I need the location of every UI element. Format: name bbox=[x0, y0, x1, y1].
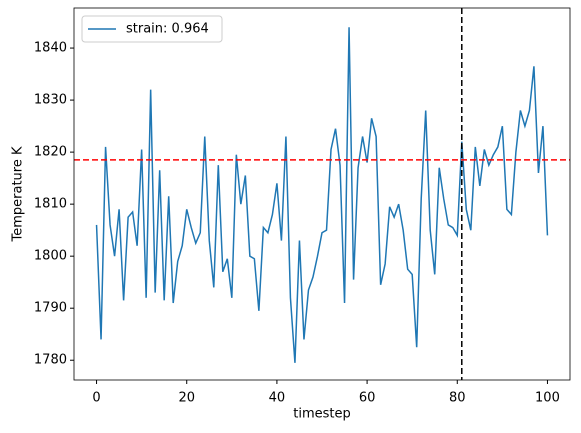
x-tick-label: 20 bbox=[178, 391, 195, 406]
x-tick-label: 0 bbox=[92, 391, 100, 406]
legend-box bbox=[81, 15, 223, 43]
x-axis-label: timestep bbox=[293, 407, 351, 422]
legend-label: strain: 0.964 bbox=[126, 22, 209, 37]
line-series bbox=[95, 27, 549, 363]
x-tick-label: 40 bbox=[269, 391, 286, 406]
x-tick-label: 60 bbox=[359, 391, 376, 406]
x-tick-label: 100 bbox=[535, 391, 560, 406]
y-tick-label: 1780 bbox=[34, 353, 67, 368]
y-tick-label: 1810 bbox=[34, 197, 67, 212]
y-axis-label: Temperature K bbox=[11, 146, 26, 242]
plot-frame bbox=[73, 7, 571, 381]
y-tick-label: 1790 bbox=[34, 301, 67, 316]
x-tick-label: 80 bbox=[449, 391, 466, 406]
y-tick-label: 1830 bbox=[34, 93, 67, 108]
y-tick-label: 1840 bbox=[34, 41, 67, 56]
y-tick-label: 1800 bbox=[34, 249, 67, 264]
y-tick-label: 1820 bbox=[34, 145, 67, 160]
